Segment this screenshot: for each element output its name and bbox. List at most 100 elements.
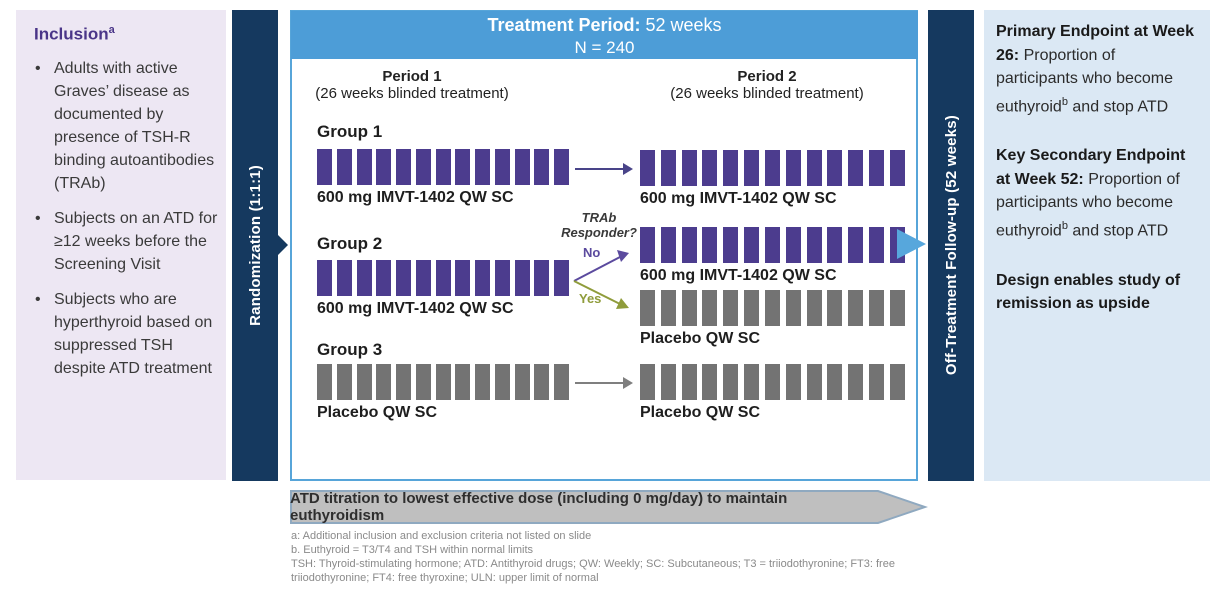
dose-tick <box>435 149 451 185</box>
dose-tick <box>827 150 843 186</box>
dose-tick <box>723 150 739 186</box>
dose-tick <box>869 150 885 186</box>
dose-tick <box>723 227 739 263</box>
dose-tick <box>336 260 352 296</box>
dose-tick <box>376 149 392 185</box>
dose-tick <box>494 364 510 400</box>
dose-tick <box>317 364 332 400</box>
dose-tick <box>660 227 676 263</box>
dose-tick <box>435 364 451 400</box>
dose-tick <box>848 290 864 326</box>
design-note-text: Design enables study of remission as ups… <box>996 271 1181 313</box>
dose-tick <box>848 227 864 263</box>
dose-tick <box>356 149 372 185</box>
dose-tick <box>744 227 760 263</box>
dose-tick <box>681 364 697 400</box>
dose-tick <box>702 290 718 326</box>
dose-tick <box>396 260 411 296</box>
dose-tick <box>764 150 780 186</box>
dose-tick <box>356 260 372 296</box>
footnote-abbreviations: TSH: Thyroid-stimulating hormone; ATD: A… <box>291 558 895 584</box>
dose-tick <box>455 149 471 185</box>
yes-branch-label: Yes <box>579 291 602 306</box>
dose-tick <box>744 150 760 186</box>
dose-tick <box>869 227 885 263</box>
footnote-marker-a: a <box>108 24 115 36</box>
flow-arrow-icon <box>897 229 926 259</box>
dose-tick <box>376 260 392 296</box>
dose-tick <box>848 150 864 186</box>
dose-tick <box>640 290 655 326</box>
dose-tick <box>764 227 780 263</box>
dose-tick <box>554 149 569 185</box>
dose-tick <box>702 150 718 186</box>
group2-period1-dose-bars <box>317 260 569 296</box>
trab-fork-arrows-icon <box>573 250 629 309</box>
dose-tick <box>785 290 801 326</box>
dose-tick <box>336 364 352 400</box>
dose-tick <box>681 150 697 186</box>
group1-heading: Group 1 <box>317 122 383 141</box>
randomization-bar: Randomization (1:1:1) <box>232 10 278 481</box>
dose-tick <box>764 290 780 326</box>
period1-header: Period 1 (26 weeks blinded treatment) <box>315 68 509 102</box>
sample-size-label: N = 240 <box>574 38 635 57</box>
secondary-endpoint-text: Key Secondary Endpoint at Week 52: Propo… <box>996 147 1186 240</box>
dose-tick <box>764 364 780 400</box>
randomization-label: Randomization (1:1:1) <box>246 165 264 326</box>
dose-tick <box>827 364 843 400</box>
dose-tick <box>889 364 905 400</box>
dose-tick <box>534 149 550 185</box>
dose-tick <box>554 364 569 400</box>
group3-heading: Group 3 <box>317 340 383 359</box>
group1-period1-dose-bars <box>317 149 569 185</box>
dose-tick <box>806 227 822 263</box>
dose-tick <box>356 364 372 400</box>
dose-tick <box>514 364 530 400</box>
dose-tick <box>660 150 676 186</box>
dose-tick <box>415 364 431 400</box>
banner-arrow-shape <box>290 490 929 524</box>
treatment-period-header: Treatment Period: 52 weeks N = 240 <box>291 11 918 59</box>
dose-tick <box>317 149 332 185</box>
inclusion-item: Subjects on an ATD for ≥12 weeks before … <box>28 207 218 276</box>
footnote-marker-b: b <box>1061 219 1068 232</box>
dose-tick <box>336 149 352 185</box>
inclusion-title: Inclusiona <box>34 24 115 44</box>
dose-tick <box>681 227 697 263</box>
dose-tick <box>475 149 490 185</box>
group2-period2-drug-bars <box>640 227 905 263</box>
dose-tick <box>455 260 471 296</box>
inclusion-list: Adults with active Graves’ disease as do… <box>28 57 218 380</box>
dose-tick <box>827 227 843 263</box>
dose-tick <box>660 364 676 400</box>
dose-tick <box>435 260 451 296</box>
period2-header: Period 2 (26 weeks blinded treatment) <box>670 68 864 102</box>
dose-tick <box>723 364 739 400</box>
treatment-period-title: Treatment Period: 52 weeks <box>487 15 722 35</box>
dose-tick <box>889 150 905 186</box>
dose-tick <box>660 290 676 326</box>
dose-tick <box>376 364 392 400</box>
dose-tick <box>640 364 655 400</box>
group2-period2-placebo-label: Placebo QW SC <box>640 330 761 347</box>
dose-tick <box>494 260 510 296</box>
dose-tick <box>396 149 411 185</box>
atd-titration-banner: ATD titration to lowest effective dose (… <box>290 490 929 524</box>
group1-transition-arrow-icon <box>575 163 633 175</box>
group2-heading: Group 2 <box>317 234 383 253</box>
footnote-marker-b: b <box>1061 95 1068 108</box>
dose-tick <box>848 364 864 400</box>
dose-tick <box>455 364 471 400</box>
dose-tick <box>806 290 822 326</box>
dose-tick <box>702 227 718 263</box>
no-branch-label: No <box>583 245 601 260</box>
dose-tick <box>317 260 332 296</box>
dose-tick <box>514 149 530 185</box>
dose-tick <box>554 260 569 296</box>
inclusion-item: Adults with active Graves’ disease as do… <box>28 57 218 195</box>
dose-tick <box>702 364 718 400</box>
footnote-a: a: Additional inclusion and exclusion cr… <box>291 530 592 542</box>
dose-tick <box>415 149 431 185</box>
dose-tick <box>869 364 885 400</box>
